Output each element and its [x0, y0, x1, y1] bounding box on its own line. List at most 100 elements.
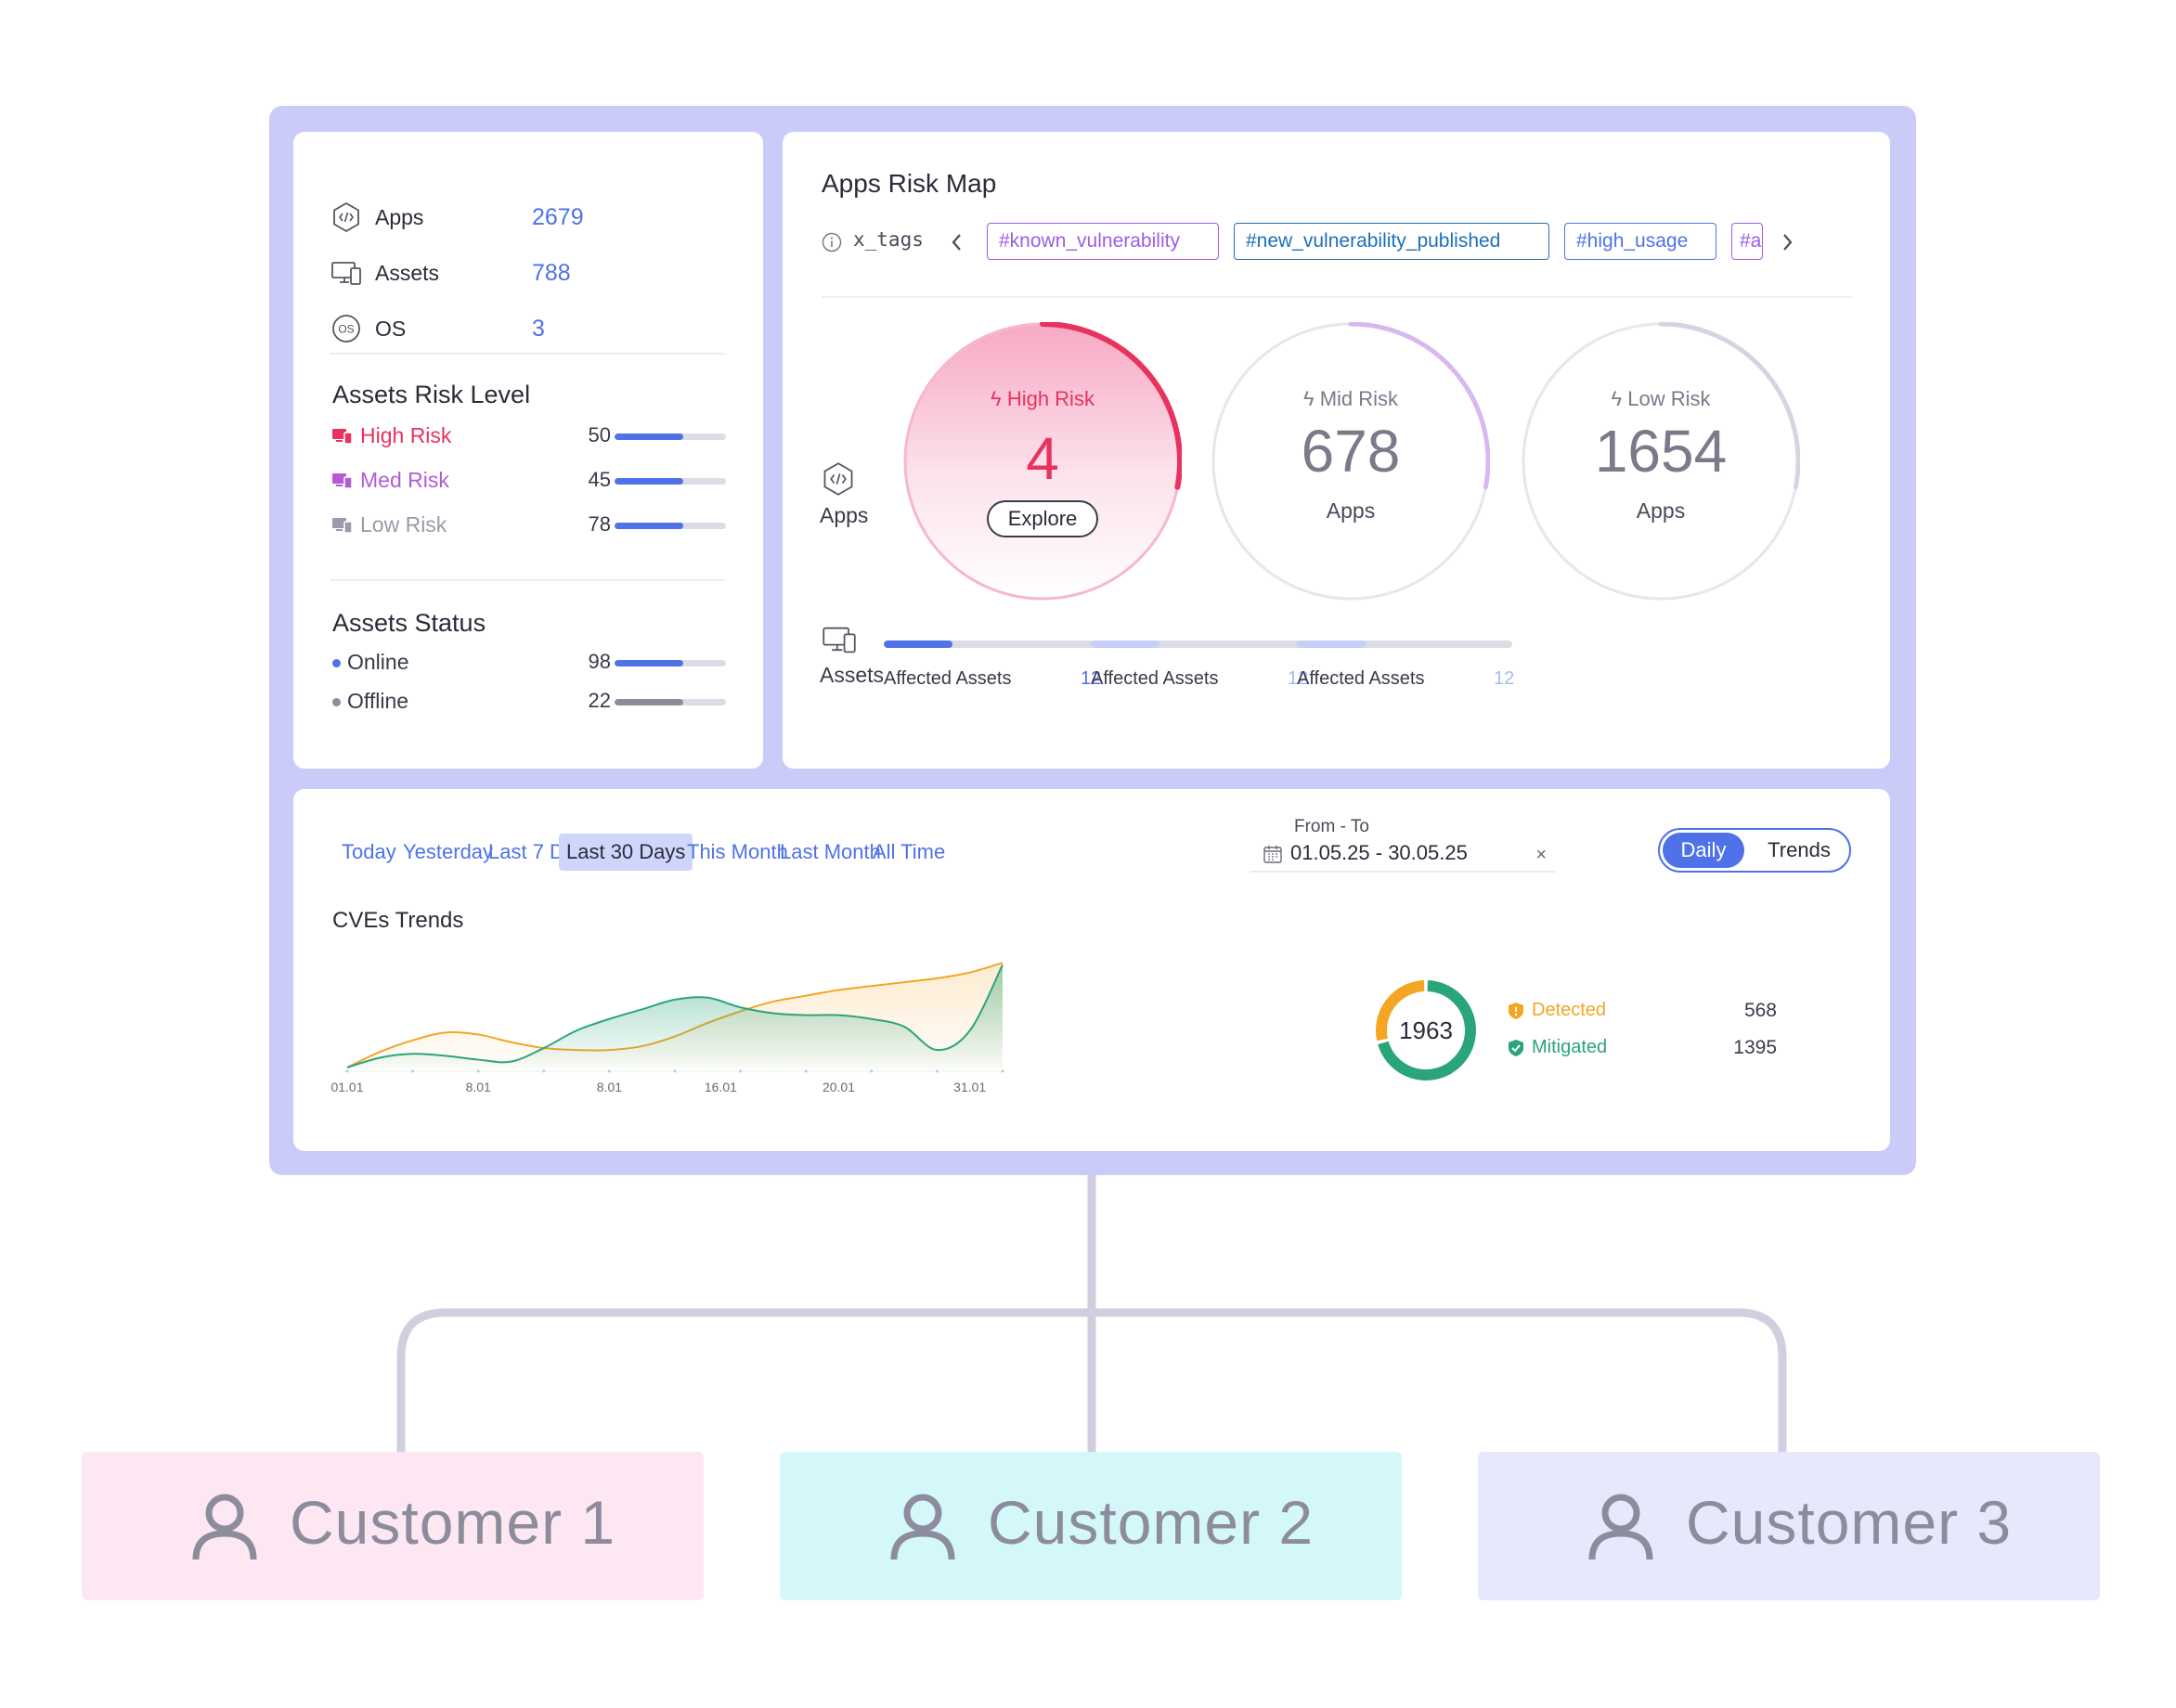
risk-level-bar: [615, 433, 726, 440]
affected-assets-bar: [1091, 640, 1306, 648]
date-filter-option[interactable]: Last 30 Days: [559, 834, 693, 871]
customer-card-2[interactable]: Customer 2: [780, 1452, 1402, 1600]
tag-label: #high_usage: [1576, 230, 1689, 252]
x-tick-label: 01.01: [330, 1080, 363, 1094]
summary-card: Apps 2679 Assets 788 OS OS 3 Assets Risk…: [293, 132, 763, 769]
date-filter-option[interactable]: This Month: [687, 840, 788, 863]
risk-level-row[interactable]: Low Risk 78: [332, 511, 726, 540]
low-risk-label: ϟ Low Risk: [1522, 387, 1800, 411]
info-icon: [822, 232, 842, 252]
code-hex-icon: [823, 462, 853, 496]
cve-donut: 1963: [1370, 975, 1482, 1086]
series-area-mitigated: [347, 964, 1003, 1069]
chevron-right-icon[interactable]: [1776, 230, 1798, 254]
bar-fill: [1297, 640, 1366, 648]
x-tick-dot: [1001, 1069, 1004, 1073]
risk-level-value: 45: [588, 468, 611, 491]
status-label: Offline: [347, 689, 409, 713]
date-filter-option[interactable]: Last Month: [780, 840, 881, 863]
x-tick-dot: [345, 1069, 349, 1073]
affected-assets-value[interactable]: 12: [1494, 668, 1515, 689]
date-filter-option[interactable]: Yesterday: [403, 840, 494, 863]
tag-new-vulnerability-published[interactable]: #new_vulnerability_published: [1234, 223, 1549, 260]
devices-icon: [330, 257, 362, 289]
toggle-daily-button[interactable]: Daily: [1663, 833, 1744, 868]
bar-fill: [615, 478, 684, 485]
x-tick-dot: [804, 1069, 808, 1073]
code-hex-icon: [330, 201, 362, 233]
date-filter-option[interactable]: Today: [342, 840, 396, 863]
customer-label: Customer 1: [290, 1488, 616, 1557]
status-row[interactable]: Offline 22: [332, 687, 726, 717]
affected-assets-label: Affected Assets: [1297, 668, 1425, 689]
shield-alert-icon: [1509, 1003, 1523, 1019]
risk-level-label: Med Risk: [360, 468, 449, 492]
risk-level-value: 50: [588, 423, 611, 446]
customer-card-1[interactable]: Customer 1: [82, 1452, 704, 1600]
x-tick-dot: [542, 1069, 546, 1073]
date-range-field[interactable]: 01.05.25 - 30.05.25 ×: [1250, 835, 1556, 873]
x-tick-dot: [739, 1069, 743, 1073]
date-filter-option[interactable]: All Time: [873, 840, 946, 863]
summary-label: Assets: [375, 260, 440, 285]
legend-mitigated: Mitigated 1395: [1508, 1034, 1777, 1062]
x-tick-label: 16.01: [705, 1080, 737, 1094]
affected-assets-bar: [884, 640, 1099, 648]
risk-level-row[interactable]: Med Risk 45: [332, 466, 726, 496]
summary-value: 788: [532, 259, 571, 286]
risk-level-label: Low Risk: [360, 512, 447, 537]
cve-trends-card: Today Yesterday Last 7 Days Last 30 Days Thi…: [293, 789, 1890, 1151]
toggle-trends-button[interactable]: Trends: [1768, 838, 1831, 861]
high-risk-circle[interactable]: ϟ High Risk 4 Explore: [903, 322, 1182, 601]
status-dot: [332, 698, 341, 706]
x-tick-dot: [673, 1069, 677, 1073]
risk-head: High Risk: [1006, 387, 1094, 410]
range-label: From - To: [1294, 817, 1369, 836]
affected-assets-bar: [1297, 640, 1512, 648]
x-tick-label: 8.01: [597, 1080, 622, 1094]
mid-risk-label: ϟ Mid Risk: [1211, 387, 1490, 411]
summary-row-assets[interactable]: Assets 788: [330, 256, 571, 290]
tag-label: #a: [1740, 230, 1762, 252]
row-label-assets: Assets: [820, 663, 885, 687]
status-value: 22: [588, 689, 611, 712]
explore-button[interactable]: Explore: [987, 500, 1098, 537]
devices-icon: [822, 627, 856, 653]
clear-date-icon[interactable]: ×: [1535, 845, 1547, 865]
daily-trends-toggle: Daily Trends: [1658, 828, 1851, 873]
status-label: Online: [347, 650, 409, 674]
legend-detected: Detected 568: [1508, 997, 1777, 1025]
mid-risk-sub: Apps: [1326, 498, 1376, 523]
tag-truncated[interactable]: #a: [1731, 223, 1763, 260]
affected-assets-value[interactable]: 12: [1081, 668, 1102, 689]
status-bar: [615, 660, 726, 666]
affected-assets-value[interactable]: 12: [1288, 668, 1309, 689]
date-range-value: 01.05.25 - 30.05.25: [1290, 841, 1468, 864]
summary-label: OS: [375, 316, 407, 341]
bar-fill: [615, 660, 684, 666]
tag-high-usage[interactable]: #high_usage: [1564, 223, 1716, 260]
mid-risk-circle[interactable]: ϟ Mid Risk 678 Apps: [1211, 322, 1490, 601]
summary-row-apps[interactable]: Apps 2679: [330, 201, 584, 234]
low-risk-circle[interactable]: ϟ Low Risk 1654 Apps: [1522, 322, 1800, 601]
cve-trends-chart: 01.01 8.01 8.01 16.01 20.01 31.01: [330, 962, 1004, 1094]
customer-label: Customer 3: [1686, 1488, 2013, 1557]
low-risk-value: 1654: [1594, 418, 1728, 485]
status-row[interactable]: Online 98: [332, 648, 726, 678]
tag-known-vulnerability[interactable]: #known_vulnerability: [987, 223, 1219, 260]
bolt-icon: ϟ: [991, 387, 1007, 410]
tag-label: #known_vulnerability: [999, 230, 1180, 252]
summary-value: 3: [532, 315, 545, 342]
risk-level-value: 78: [588, 512, 611, 536]
customer-card-3[interactable]: Customer 3: [1478, 1452, 2100, 1600]
series-line-mitigated: [346, 964, 1004, 1068]
x-tick-dot: [935, 1069, 939, 1073]
summary-row-os[interactable]: OS OS 3: [330, 312, 545, 345]
assets-status-title: Assets Status: [332, 609, 486, 637]
summary-label: Apps: [375, 204, 424, 229]
x-tick-label: 20.01: [822, 1080, 855, 1094]
chevron-left-icon[interactable]: [946, 230, 968, 254]
user-icon: [890, 1494, 955, 1560]
risk-level-row[interactable]: High Risk 50: [332, 421, 726, 451]
